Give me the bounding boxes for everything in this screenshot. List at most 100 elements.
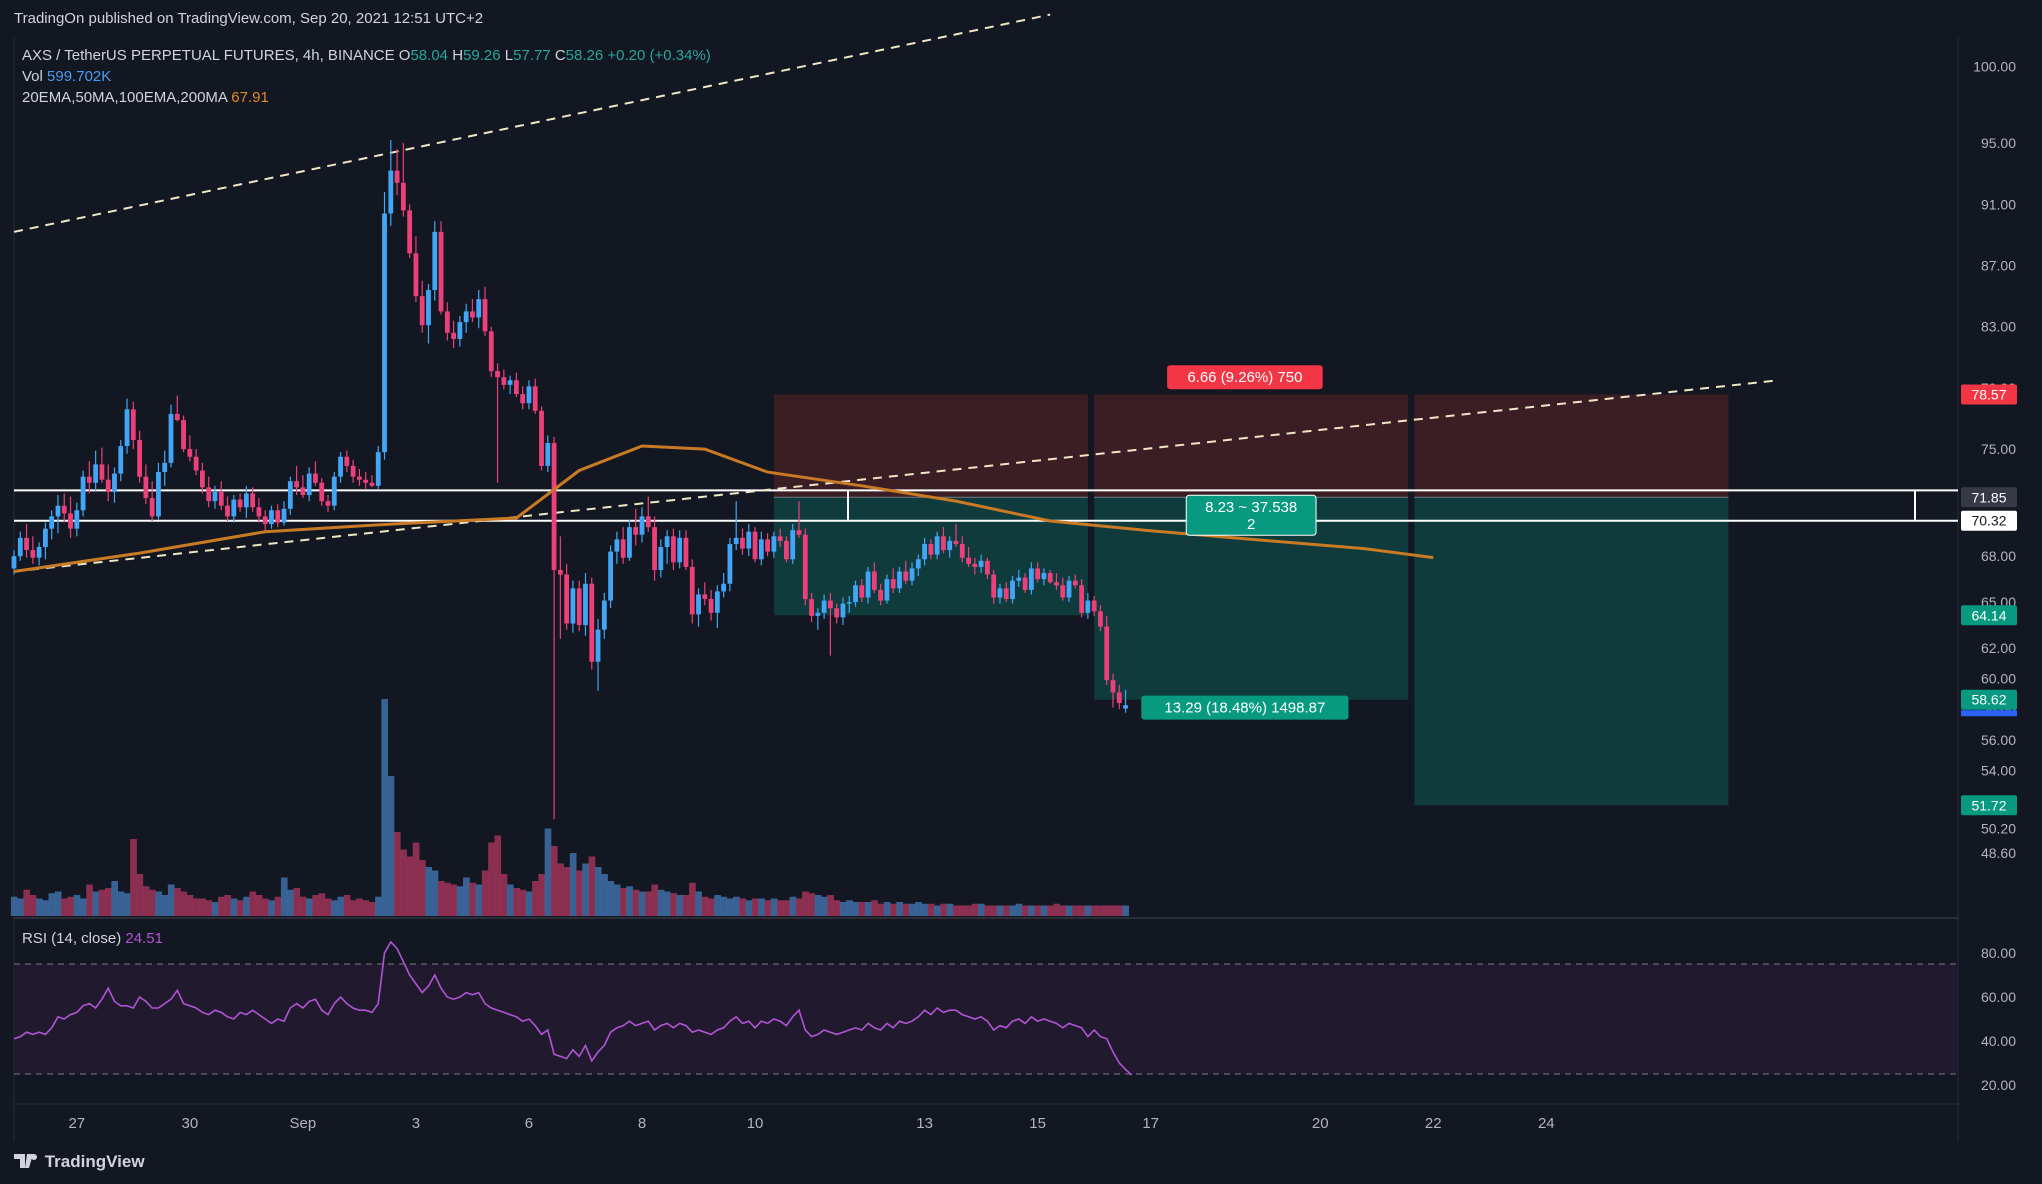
volume-bar xyxy=(833,900,841,916)
volume-bar xyxy=(35,898,43,916)
volume-bar xyxy=(569,853,577,916)
candle-body xyxy=(853,585,858,603)
published-header: TradingOn published on TradingView.com, … xyxy=(0,0,2042,38)
volume-bar xyxy=(695,891,703,916)
volume-bar xyxy=(123,893,131,916)
candle-body xyxy=(708,599,714,613)
candle-body xyxy=(325,501,331,506)
volume-bar xyxy=(205,900,213,916)
volume-bar xyxy=(1109,905,1117,916)
candle-body xyxy=(771,536,777,552)
candle-body xyxy=(1072,580,1078,586)
candle-body xyxy=(959,543,965,558)
price-badge: 70.32 xyxy=(1971,513,2006,529)
ma-value: 67.91 xyxy=(231,89,269,106)
candle-body xyxy=(991,574,997,598)
volume-bar xyxy=(802,891,809,916)
candle-body xyxy=(1035,568,1041,580)
volume-bar xyxy=(425,867,433,916)
candle-body xyxy=(802,534,808,600)
volume-bar xyxy=(902,903,910,916)
candle-body xyxy=(181,420,186,450)
candle-body xyxy=(86,476,92,483)
volume-bar xyxy=(739,898,747,916)
volume-label[interactable]: Vol xyxy=(22,68,43,85)
candle-body xyxy=(601,600,607,630)
candle-body xyxy=(369,482,375,486)
volume-bar xyxy=(249,891,257,916)
candle-body xyxy=(68,513,73,529)
volume-bar xyxy=(777,900,784,916)
volume-bar xyxy=(86,884,93,916)
volume-bar xyxy=(940,903,947,916)
volume-bar xyxy=(211,902,219,916)
volume-bar xyxy=(789,896,797,916)
volume-bar xyxy=(450,884,458,916)
price-axis[interactable]: 100.0095.0091.0087.0083.0079.0075.0071.8… xyxy=(1959,38,2042,1140)
price-badge-bg xyxy=(1961,795,2017,816)
candle-body xyxy=(281,508,287,523)
volume-bar xyxy=(92,891,100,916)
candle-body xyxy=(61,505,67,514)
volume-bar xyxy=(544,828,552,916)
volume-bar xyxy=(218,896,225,916)
volume-bar xyxy=(274,896,282,916)
candle-body xyxy=(17,537,23,557)
volume-bar xyxy=(105,888,112,916)
volume-bar xyxy=(280,877,288,916)
candle-body xyxy=(287,481,293,509)
rsi-label[interactable]: RSI (14, close) xyxy=(22,930,122,947)
volume-bar xyxy=(475,884,483,916)
candle-body xyxy=(941,536,946,551)
volume-bar xyxy=(500,874,508,916)
price-badge: 58.62 xyxy=(1971,692,2006,708)
candle-body xyxy=(149,498,155,517)
candle-body xyxy=(645,516,651,528)
time-tick-label: 6 xyxy=(525,1115,533,1132)
rsi-band-fill xyxy=(14,964,1958,1074)
candle-body xyxy=(130,409,136,440)
volume-bar xyxy=(312,895,319,916)
volume-bar xyxy=(61,898,68,916)
candle-body xyxy=(243,493,249,508)
tradingview-logo[interactable]: TradingView xyxy=(14,1152,145,1172)
candle-body xyxy=(1091,600,1097,612)
time-tick-label: 3 xyxy=(412,1115,420,1132)
volume-bar xyxy=(519,889,527,916)
volume-bar xyxy=(1021,905,1029,916)
candle-body xyxy=(162,462,168,473)
volume-bar xyxy=(908,903,916,916)
low-value: 57.77 xyxy=(513,47,551,64)
volume-bar xyxy=(858,902,866,916)
candle-body xyxy=(382,213,387,453)
volume-bar xyxy=(1034,905,1042,916)
volume-bar xyxy=(977,903,985,916)
volume-bar xyxy=(318,893,326,916)
price-badge: 71.85 xyxy=(1971,489,2006,505)
price-tick-label: 87.00 xyxy=(1981,258,2016,274)
price-badge-bg xyxy=(1961,605,2017,626)
candle-body xyxy=(702,594,708,600)
ma-label[interactable]: 20EMA,50MA,100EMA,200MA xyxy=(22,89,228,106)
candle-body xyxy=(193,456,199,471)
volume-bar xyxy=(262,898,269,916)
symbol-name[interactable]: AXS / TetherUS PERPETUAL FUTURES, 4h, BI… xyxy=(22,47,395,64)
candle-body xyxy=(871,571,877,590)
candle-body xyxy=(1028,568,1034,590)
volume-bar xyxy=(682,895,690,916)
price-tick-label: 56.00 xyxy=(1981,732,2016,748)
candle-body xyxy=(256,507,262,517)
candle-body xyxy=(413,253,419,297)
candle-body xyxy=(909,568,915,581)
volume-bar xyxy=(111,881,119,916)
volume-bar xyxy=(1122,905,1130,916)
time-axis[interactable]: 27 30 Sep 3 6 8 10 13 15 17 20 22 24 xyxy=(68,1115,1554,1132)
published-text: TradingOn published on TradingView.com, … xyxy=(14,10,484,27)
candle-body xyxy=(765,539,770,552)
volume-bar xyxy=(1053,903,1061,916)
stop-zone-1 xyxy=(773,394,1088,498)
candle-body xyxy=(80,476,86,511)
rsi-tick-label: 60.00 xyxy=(1981,989,2016,1005)
volume-bar xyxy=(149,889,156,916)
